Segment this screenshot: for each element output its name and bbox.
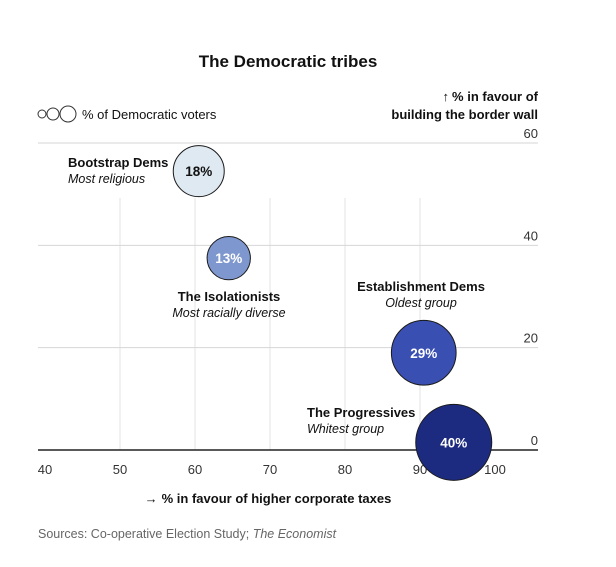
- bubble: [415, 403, 493, 481]
- group-description: Most racially diverse: [172, 306, 285, 320]
- bubble-label: 13%: [215, 251, 242, 266]
- size-legend-small-circle-icon: [37, 109, 47, 119]
- x-tick-label: 60: [188, 462, 202, 477]
- group-description: Most religious: [68, 172, 145, 186]
- bubble: [172, 145, 225, 198]
- size-legend: % of Democratic voters: [37, 105, 217, 123]
- bubble-label: 18%: [185, 164, 212, 179]
- group-name: Establishment Dems: [357, 279, 485, 294]
- y-axis-title: ↑% in favour of: [443, 89, 539, 104]
- x-axis-arrow-icon: →: [145, 491, 158, 506]
- group-description: Whitest group: [307, 422, 384, 436]
- source-note: Sources: Co-operative Election Study; Th…: [38, 527, 337, 541]
- grid: [38, 142, 538, 451]
- y-tick-label: 40: [524, 228, 538, 243]
- bubble: [206, 235, 251, 281]
- y-tick-label: 60: [524, 126, 538, 141]
- x-tick-label: 50: [113, 462, 127, 477]
- size-legend-medium-circle-icon: [46, 107, 60, 121]
- group-description: Oldest group: [385, 296, 457, 310]
- group-name: Bootstrap Dems: [68, 155, 168, 170]
- group-name: The Progressives: [307, 405, 415, 420]
- group-labels: Bootstrap Dems Most religious The Isolatio…: [68, 155, 485, 436]
- x-axis-ticks: 40 50 60 70 80 90 100: [38, 462, 506, 477]
- x-tick-label: 80: [338, 462, 352, 477]
- group-name: The Isolationists: [178, 289, 281, 304]
- y-axis-title-line1: % in favour of: [452, 89, 539, 104]
- chart-title: The Democratic tribes: [199, 52, 378, 71]
- bubble-label: 29%: [410, 346, 437, 361]
- bubbles: 18% 13% 29% 40%: [172, 145, 493, 481]
- y-axis-arrow-icon: ↑: [443, 89, 450, 104]
- y-axis-ticks: 0 20 40 60: [524, 126, 538, 448]
- size-legend-large-circle-icon: [59, 105, 77, 123]
- y-tick-label: 20: [524, 331, 538, 346]
- source-prefix: Sources: Co-operative Election Study;: [38, 527, 253, 541]
- y-axis-title-line2: building the border wall: [391, 107, 538, 122]
- source-publication: The Economist: [253, 527, 337, 541]
- bubble: [390, 319, 457, 386]
- x-axis-title-text: % in favour of higher corporate taxes: [162, 491, 392, 506]
- y-tick-label: 0: [531, 433, 538, 448]
- bubble-label: 40%: [440, 435, 467, 450]
- size-legend-label: % of Democratic voters: [82, 107, 217, 122]
- x-tick-label: 70: [263, 462, 277, 477]
- x-tick-label: 40: [38, 462, 52, 477]
- x-axis-title: → % in favour of higher corporate taxes: [145, 491, 392, 506]
- x-tick-label: 100: [484, 462, 506, 477]
